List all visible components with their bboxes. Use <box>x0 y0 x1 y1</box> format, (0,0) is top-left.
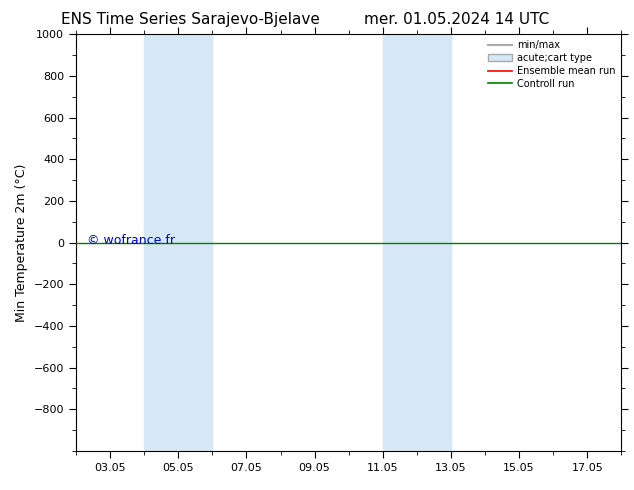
Bar <box>383 34 451 451</box>
Text: mer. 01.05.2024 14 UTC: mer. 01.05.2024 14 UTC <box>364 12 549 27</box>
Text: © wofrance.fr: © wofrance.fr <box>87 234 175 247</box>
Y-axis label: Min Temperature 2m (°C): Min Temperature 2m (°C) <box>15 163 29 322</box>
Bar <box>144 34 212 451</box>
Text: ENS Time Series Sarajevo-Bjelave: ENS Time Series Sarajevo-Bjelave <box>61 12 320 27</box>
Legend: min/max, acute;cart type, Ensemble mean run, Controll run: min/max, acute;cart type, Ensemble mean … <box>484 36 619 93</box>
